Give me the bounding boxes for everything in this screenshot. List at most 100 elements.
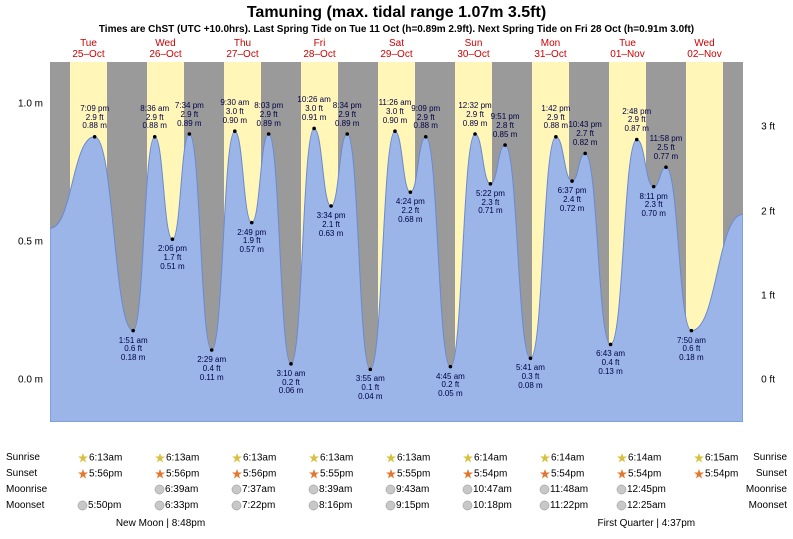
day-date: 26–Oct [126,49,206,60]
sunset-time: 5:55pm [320,469,353,480]
sunset-time: 5:54pm [474,469,507,480]
moonrise-item: 11:48am [539,484,588,495]
right-axis-label: 3 ft [761,122,775,133]
tide-labels-layer: 7:09 pm2.9 ft0.88 m1:51 am0.6 ft0.18 m8:… [50,62,743,422]
moonset-label-left: Moonset [6,500,44,511]
moonrise-label-right: Moonrise [746,484,787,495]
left-axis-label: 0.0 m [18,375,43,386]
day-date: 25–Oct [49,49,129,60]
sunset-time: 5:54pm [705,469,738,480]
moon-icon [385,500,396,511]
tide-m: 0.89 m [175,120,204,129]
tide-m: 0.51 m [158,263,187,272]
tide-label: 4:45 am0.2 ft0.05 m [436,373,465,399]
tide-label: 2:06 pm1.7 ft0.51 m [158,245,187,271]
tide-m: 0.88 m [140,122,169,131]
star-icon [616,452,628,464]
sunset-item: 5:56pm [154,468,199,480]
sunset-item: 5:56pm [77,468,122,480]
moonrise-time: 12:45pm [627,484,666,495]
sunrise-time: 6:15am [705,453,738,464]
star-icon [539,452,551,464]
moonset-time: 7:22pm [242,500,275,511]
day-date: 29–Oct [357,49,437,60]
tide-label: 8:34 pm2.9 ft0.89 m [333,102,362,128]
sunrise-time: 6:13am [166,453,199,464]
day-header: Tue25–Oct [49,38,129,60]
moonset-time: 5:50pm [88,500,121,511]
moon-phase-item: New Moon | 8:48pm [116,518,205,529]
star-icon [231,468,243,480]
day-header: Sat29–Oct [357,38,437,60]
tide-label: 8:11 pm2.3 ft0.70 m [640,193,668,219]
sunset-label-left: Sunset [6,468,37,479]
moonset-item: 6:33pm [154,500,198,511]
moon-phase-label: New Moon [116,518,164,529]
star-icon [154,468,166,480]
moonset-label-right: Moonset [749,500,787,511]
moonrise-item: 12:45pm [616,484,666,495]
moonrise-time: 6:39am [165,484,198,495]
star-icon [231,452,243,464]
tide-label: 3:10 am0.2 ft0.06 m [277,370,306,396]
day-date: 01–Nov [588,49,668,60]
moonrise-label-left: Moonrise [6,484,47,495]
star-icon [462,452,474,464]
sunrise-item: 6:14am [462,452,507,464]
moonset-item: 10:18pm [462,500,512,511]
sunset-time: 5:54pm [628,469,661,480]
sunrise-time: 6:13am [397,453,430,464]
moonset-time: 11:22pm [550,500,588,511]
moonrise-item: 9:43am [385,484,429,495]
tide-label: 8:36 am2.9 ft0.88 m [140,105,169,131]
star-icon [154,452,166,464]
sunset-item: 5:54pm [616,468,661,480]
sunrise-time: 6:13am [320,453,353,464]
day-of-week: Thu [203,38,283,49]
sunrise-time: 6:13am [243,453,276,464]
tide-label: 10:43 pm2.7 ft0.82 m [568,121,601,147]
sunset-item: 5:54pm [462,468,507,480]
moonrise-time: 9:43am [396,484,429,495]
sunset-time: 5:55pm [397,469,430,480]
plot-area: 7:09 pm2.9 ft0.88 m1:51 am0.6 ft0.18 m8:… [50,62,743,422]
star-icon [539,468,551,480]
moonrise-item: 7:37am [231,484,275,495]
sunrise-time: 6:14am [474,453,507,464]
tide-label: 6:37 pm2.4 ft0.72 m [558,187,587,213]
left-axis-label: 1.0 m [18,98,43,109]
moonrise-time: 7:37am [242,484,275,495]
right-axis-label: 2 ft [761,206,775,217]
day-date: 27–Oct [203,49,283,60]
sunrise-label-right: Sunrise [753,452,787,463]
star-icon [385,452,397,464]
moon-icon [385,484,396,495]
tide-label: 8:03 pm2.9 ft0.89 m [254,102,283,128]
day-date: 31–Oct [511,49,591,60]
moonset-item: 8:16pm [308,500,352,511]
star-icon [693,468,705,480]
moon-icon [308,500,319,511]
sunrise-item: 6:13am [77,452,122,464]
moonset-item: 5:50pm [77,500,121,511]
tide-m: 0.18 m [119,354,148,363]
tide-label: 5:41 am0.3 ft0.08 m [516,364,545,390]
tide-m: 0.87 m [622,125,651,134]
tide-m: 0.11 m [197,374,226,383]
tide-chart-container: Tamuning (max. tidal range 1.07m 3.5ft) … [0,0,793,539]
tide-m: 0.82 m [568,139,601,148]
moon-icon [616,500,627,511]
star-icon [308,468,320,480]
tide-m: 0.71 m [476,207,505,216]
tide-m: 0.88 m [80,122,109,131]
moon-icon [462,484,473,495]
moonset-time: 9:15pm [396,500,429,511]
moon-icon [539,500,550,511]
day-header: Sun30–Oct [434,38,514,60]
moonrise-item: 6:39am [154,484,198,495]
tide-m: 0.88 m [541,122,570,131]
sunrise-item: 6:14am [539,452,584,464]
sunset-item: 5:54pm [693,468,738,480]
moon-phase-item: First Quarter | 4:37pm [597,518,695,529]
sunset-time: 5:56pm [243,469,276,480]
